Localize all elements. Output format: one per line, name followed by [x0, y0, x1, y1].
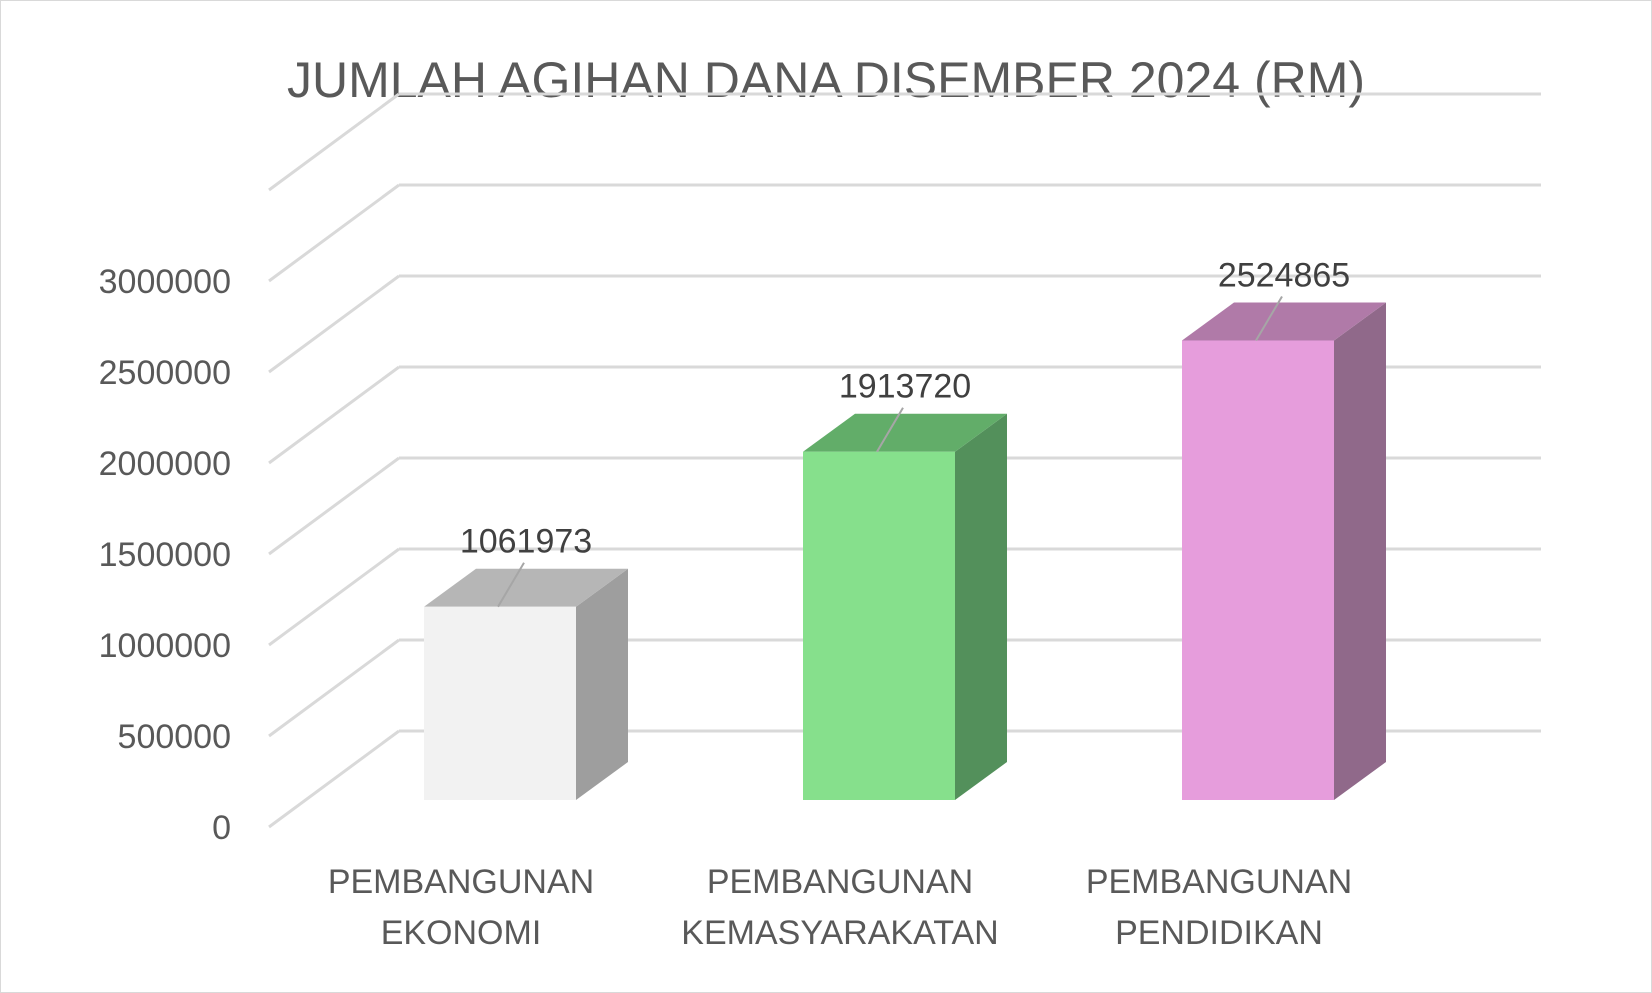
y-tick-label: 1500000: [99, 536, 231, 574]
y-tick-label: 3000000: [99, 263, 231, 301]
data-label: 1913720: [839, 368, 971, 406]
data-label-leader: [1255, 295, 1283, 341]
x-category-label: EKONOMI: [381, 914, 542, 952]
x-category-label: KEMASYARAKATAN: [681, 914, 998, 952]
y-tick-label: 2000000: [99, 445, 231, 483]
x-category-label: PENDIDIKAN: [1115, 914, 1323, 952]
bar: [803, 413, 1007, 800]
bar-front: [803, 451, 955, 800]
gridline-side: [268, 92, 400, 192]
x-category-label: PEMBANGUNAN: [328, 863, 594, 901]
x-category-label: PEMBANGUNAN: [707, 863, 973, 901]
bar: [1182, 302, 1386, 800]
gridline-side: [268, 456, 400, 556]
x-axis: PEMBANGUNAN EKONOMI PEMBANGUNAN KEMASYARAKA…: [328, 863, 1352, 952]
y-tick-label: 0: [212, 809, 231, 847]
gridline-side: [268, 365, 400, 465]
bar: [424, 568, 628, 800]
data-label: 1061973: [460, 523, 592, 561]
gridline-side: [268, 183, 400, 283]
data-label: 2524865: [1218, 256, 1350, 294]
y-tick-label: 1000000: [99, 627, 231, 665]
bar-side: [1334, 302, 1386, 800]
bar-side: [576, 568, 628, 800]
bar-front: [424, 606, 576, 800]
y-tick-label: 500000: [118, 718, 231, 756]
gridline-side: [268, 729, 400, 829]
bar-top: [803, 413, 1007, 452]
gridline-side: [268, 274, 400, 374]
gridline-side: [268, 547, 400, 647]
x-category-label: PEMBANGUNAN: [1086, 863, 1352, 901]
y-axis: 0 500000 1000000 1500000 2000000 2500000 30000…: [99, 263, 231, 847]
y-tick-label: 2500000: [99, 354, 231, 392]
data-labels: 1061973 1913720 2524865: [460, 256, 1350, 608]
gridline-side: [268, 638, 400, 738]
chart-title: JUMLAH AGIHAN DANA DISEMBER 2024 (RM): [287, 52, 1365, 108]
bar-side: [955, 413, 1007, 800]
data-label-leader: [876, 407, 904, 453]
data-label-leader: [497, 562, 525, 608]
bar-front: [1182, 340, 1334, 800]
bar-top: [424, 568, 628, 607]
bars: [424, 302, 1386, 800]
bar-top: [1182, 302, 1386, 341]
